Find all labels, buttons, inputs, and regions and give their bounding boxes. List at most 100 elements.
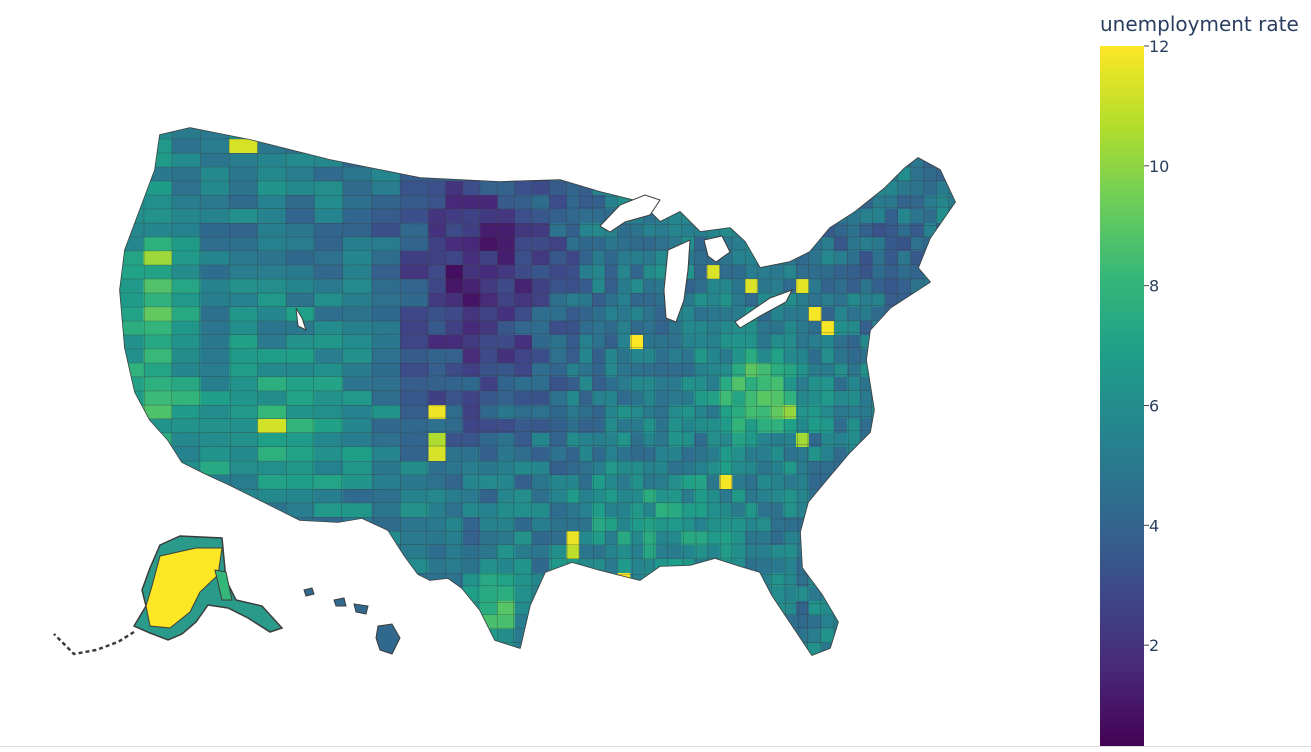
county-cell: [643, 307, 657, 322]
county-cell: [796, 573, 810, 588]
county-cell: [549, 237, 568, 252]
contiguous-us: [119, 127, 956, 672]
county-cell: [936, 195, 950, 210]
county-cell: [549, 433, 568, 448]
county-cell: [770, 587, 784, 602]
great-salt-lake: [295, 307, 307, 331]
county-cell: [668, 419, 682, 434]
county-cell: [694, 181, 708, 196]
county-cell: [428, 405, 447, 420]
county-cell: [936, 601, 950, 616]
county-cell: [745, 128, 759, 140]
county-cell: [643, 475, 657, 490]
county-cell: [514, 643, 533, 655]
county-cell: [949, 419, 955, 434]
county-cell: [872, 349, 886, 364]
county-cell: [566, 517, 580, 532]
county-cell: [719, 139, 733, 154]
county-cell: [694, 419, 708, 434]
county-cell: [847, 461, 861, 476]
county-cell: [656, 657, 669, 672]
county-cell: [694, 195, 708, 210]
county-cell: [821, 573, 835, 588]
county-cell: [834, 181, 848, 196]
county-cell: [681, 181, 695, 196]
county-cell: [859, 167, 874, 182]
county-cell: [480, 153, 499, 168]
county-cell: [655, 601, 670, 616]
county-cell: [821, 517, 835, 532]
county-cell: [655, 531, 670, 546]
county-cell: [834, 601, 848, 616]
county-cell: [719, 307, 733, 322]
county-cell: [681, 405, 695, 420]
county-cell: [514, 293, 533, 308]
county-cell: [549, 209, 568, 224]
county-cell: [532, 503, 550, 518]
county-cell: [343, 615, 373, 638]
county-cell: [847, 391, 861, 406]
county-cell: [532, 363, 550, 378]
county-cell: [630, 433, 644, 448]
county-cell: [923, 419, 937, 434]
county-cell: [643, 293, 657, 308]
county-cell: [910, 405, 925, 420]
county-cell: [604, 321, 619, 336]
county-cell: [923, 461, 937, 476]
county-cell: [463, 209, 481, 224]
county-cell: [821, 321, 835, 336]
county-cell: [655, 237, 670, 252]
county-cell: [643, 251, 657, 266]
county-cell: [770, 349, 784, 364]
county-cell: [617, 643, 631, 655]
county-cell: [885, 363, 899, 378]
county-cell: [549, 545, 568, 560]
county-cell: [847, 601, 861, 616]
county-cell: [808, 433, 823, 448]
county-cell: [796, 167, 810, 182]
county-cell: [681, 573, 695, 588]
county-cell: [592, 475, 606, 490]
county-cell: [783, 349, 797, 364]
county-cell: [834, 265, 848, 280]
county-cell: [745, 447, 759, 462]
county-cell: [592, 128, 606, 140]
county-cell: [885, 517, 899, 532]
county-cell: [532, 128, 550, 140]
lake-michigan: [663, 239, 691, 323]
county-cell: [936, 209, 950, 224]
county-cell: [770, 559, 784, 574]
county-cell: [949, 167, 955, 182]
county-cell: [532, 321, 550, 336]
county-cell: [532, 447, 550, 462]
county-cell: [936, 321, 950, 336]
county-cell: [617, 531, 631, 546]
county-cell: [872, 128, 886, 140]
county-cell: [719, 223, 733, 238]
county-cell: [630, 531, 644, 546]
county-cell: [532, 195, 550, 210]
county-cell: [796, 265, 810, 280]
county-cell: [668, 377, 682, 392]
county-cell: [445, 615, 464, 630]
county-cell: [668, 433, 682, 448]
county-cell: [257, 643, 287, 655]
county-cell: [400, 643, 430, 655]
county-cell: [923, 601, 937, 616]
county-cell: [745, 643, 759, 655]
colorbar-tick-label: 12: [1149, 37, 1169, 56]
county-cell: [445, 419, 464, 434]
county-cell: [783, 573, 797, 588]
county-cell: [732, 475, 746, 490]
county-cell: [617, 615, 631, 630]
county-cell: [719, 167, 733, 182]
county-cell: [497, 559, 516, 574]
county-cell: [821, 489, 835, 504]
colorbar-tick-label: 6: [1149, 396, 1159, 415]
county-cell: [514, 279, 533, 294]
county-cell: [834, 237, 848, 252]
county-cell: [630, 419, 644, 434]
county-cell: [549, 377, 568, 392]
county-cell: [429, 657, 447, 672]
